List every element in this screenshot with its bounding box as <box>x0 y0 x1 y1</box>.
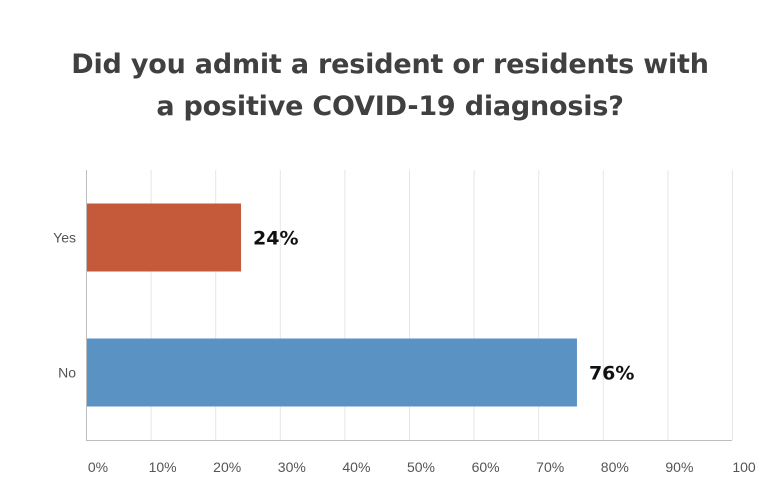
x-tick-label: 10% <box>149 459 177 475</box>
data-label: 24% <box>253 228 298 250</box>
x-tick-label: 60% <box>472 459 500 475</box>
axes <box>86 170 732 441</box>
x-tick-label: 70% <box>536 459 564 475</box>
x-tick-label: 90% <box>665 459 693 475</box>
chart-title: Did you admit a resident or residents wi… <box>0 44 780 128</box>
chart-title-line-2: a positive COVID-19 diagnosis? <box>156 91 624 122</box>
x-tick-label: 40% <box>342 459 370 475</box>
x-tick-label: 20% <box>213 459 241 475</box>
category-label: No <box>58 365 76 381</box>
x-tick-label: 0% <box>88 459 108 475</box>
bar-yes <box>86 203 242 272</box>
x-tick-label: 50% <box>407 459 435 475</box>
x-tick-label: 80% <box>601 459 629 475</box>
x-tick-label: 30% <box>278 459 306 475</box>
labels: 0% 10% 20% 30% 40% 50% 60% 70% 80% 90% 100 Yes 24% No… <box>53 228 756 476</box>
data-label: 76% <box>589 363 634 385</box>
bars <box>86 203 577 407</box>
chart-title-line-1: Did you admit a resident or residents wi… <box>71 49 709 80</box>
bar-no <box>86 338 577 407</box>
category-label: Yes <box>53 230 76 246</box>
x-tick-label: 100 <box>732 459 756 475</box>
